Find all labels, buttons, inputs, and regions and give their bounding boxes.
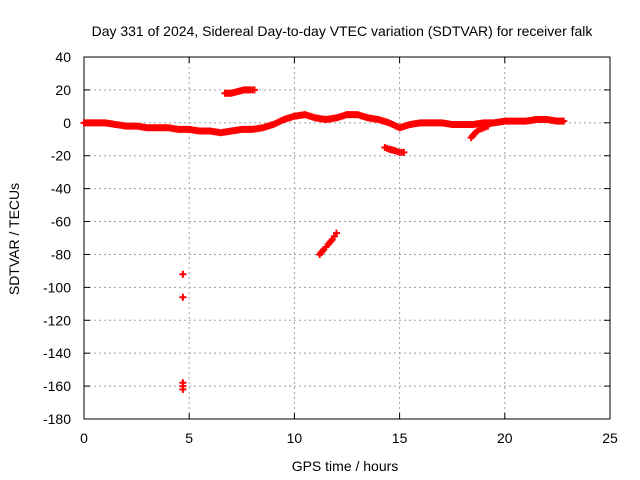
data-point-interp	[470, 130, 478, 138]
data-point-interp	[248, 86, 256, 94]
plot-frame	[83, 56, 611, 420]
data-point-interp	[383, 144, 391, 152]
series-arc-upper	[221, 86, 258, 97]
y-tick-label: -80	[51, 246, 71, 262]
series-arc-recovery	[467, 122, 492, 142]
data-points	[80, 86, 568, 393]
data-point-interp	[327, 237, 335, 245]
data-point-interp	[330, 232, 338, 240]
x-tick-label: 15	[392, 430, 408, 446]
series-arc-lower	[381, 144, 408, 156]
y-tick-label: -100	[43, 279, 71, 295]
x-axis-label: GPS time / hours	[292, 458, 399, 474]
series-arc-steep	[316, 229, 340, 258]
data-point-interp	[398, 148, 406, 156]
data-point-interp	[268, 121, 276, 129]
y-tick-label: 20	[55, 82, 71, 98]
data-point	[179, 293, 187, 301]
y-axis-label: SDTVAR / TECUs	[6, 183, 22, 295]
data-point-interp	[322, 243, 330, 251]
y-tick-label: -180	[43, 411, 71, 427]
y-tick-label: -60	[51, 214, 71, 230]
y-tick-label: 0	[63, 115, 71, 131]
chart-title: Day 331 of 2024, Sidereal Day-to-day VTE…	[92, 23, 594, 39]
series-outliers	[179, 270, 187, 393]
data-point-interp	[473, 127, 481, 135]
data-point-interp	[318, 247, 326, 255]
data-point-interp	[390, 146, 398, 154]
series-main-band	[80, 111, 568, 137]
data-point-interp	[383, 118, 391, 126]
y-tick-label: -160	[43, 378, 71, 394]
y-tick-label: -20	[51, 148, 71, 164]
data-point	[179, 270, 187, 278]
data-point-interp	[558, 117, 566, 125]
x-tick-label: 5	[185, 430, 193, 446]
data-point-interp	[278, 116, 286, 124]
data-point-interp	[478, 125, 486, 133]
x-tick-label: 10	[287, 430, 303, 446]
y-tick-label: -120	[43, 312, 71, 328]
y-tick-label: -140	[43, 345, 71, 361]
x-tick-label: 0	[80, 430, 88, 446]
data-point-interp	[482, 123, 490, 131]
x-tick-label: 20	[497, 430, 513, 446]
axis-ticks: 0 5 10 15 20 25 40 20 0 -20 -40 -60 -80 -100 -120 -140 -…	[43, 49, 618, 446]
y-tick-label: 40	[55, 49, 71, 65]
y-tick-label: -40	[51, 181, 71, 197]
x-tick-label: 25	[602, 430, 618, 446]
data-point	[179, 385, 187, 393]
